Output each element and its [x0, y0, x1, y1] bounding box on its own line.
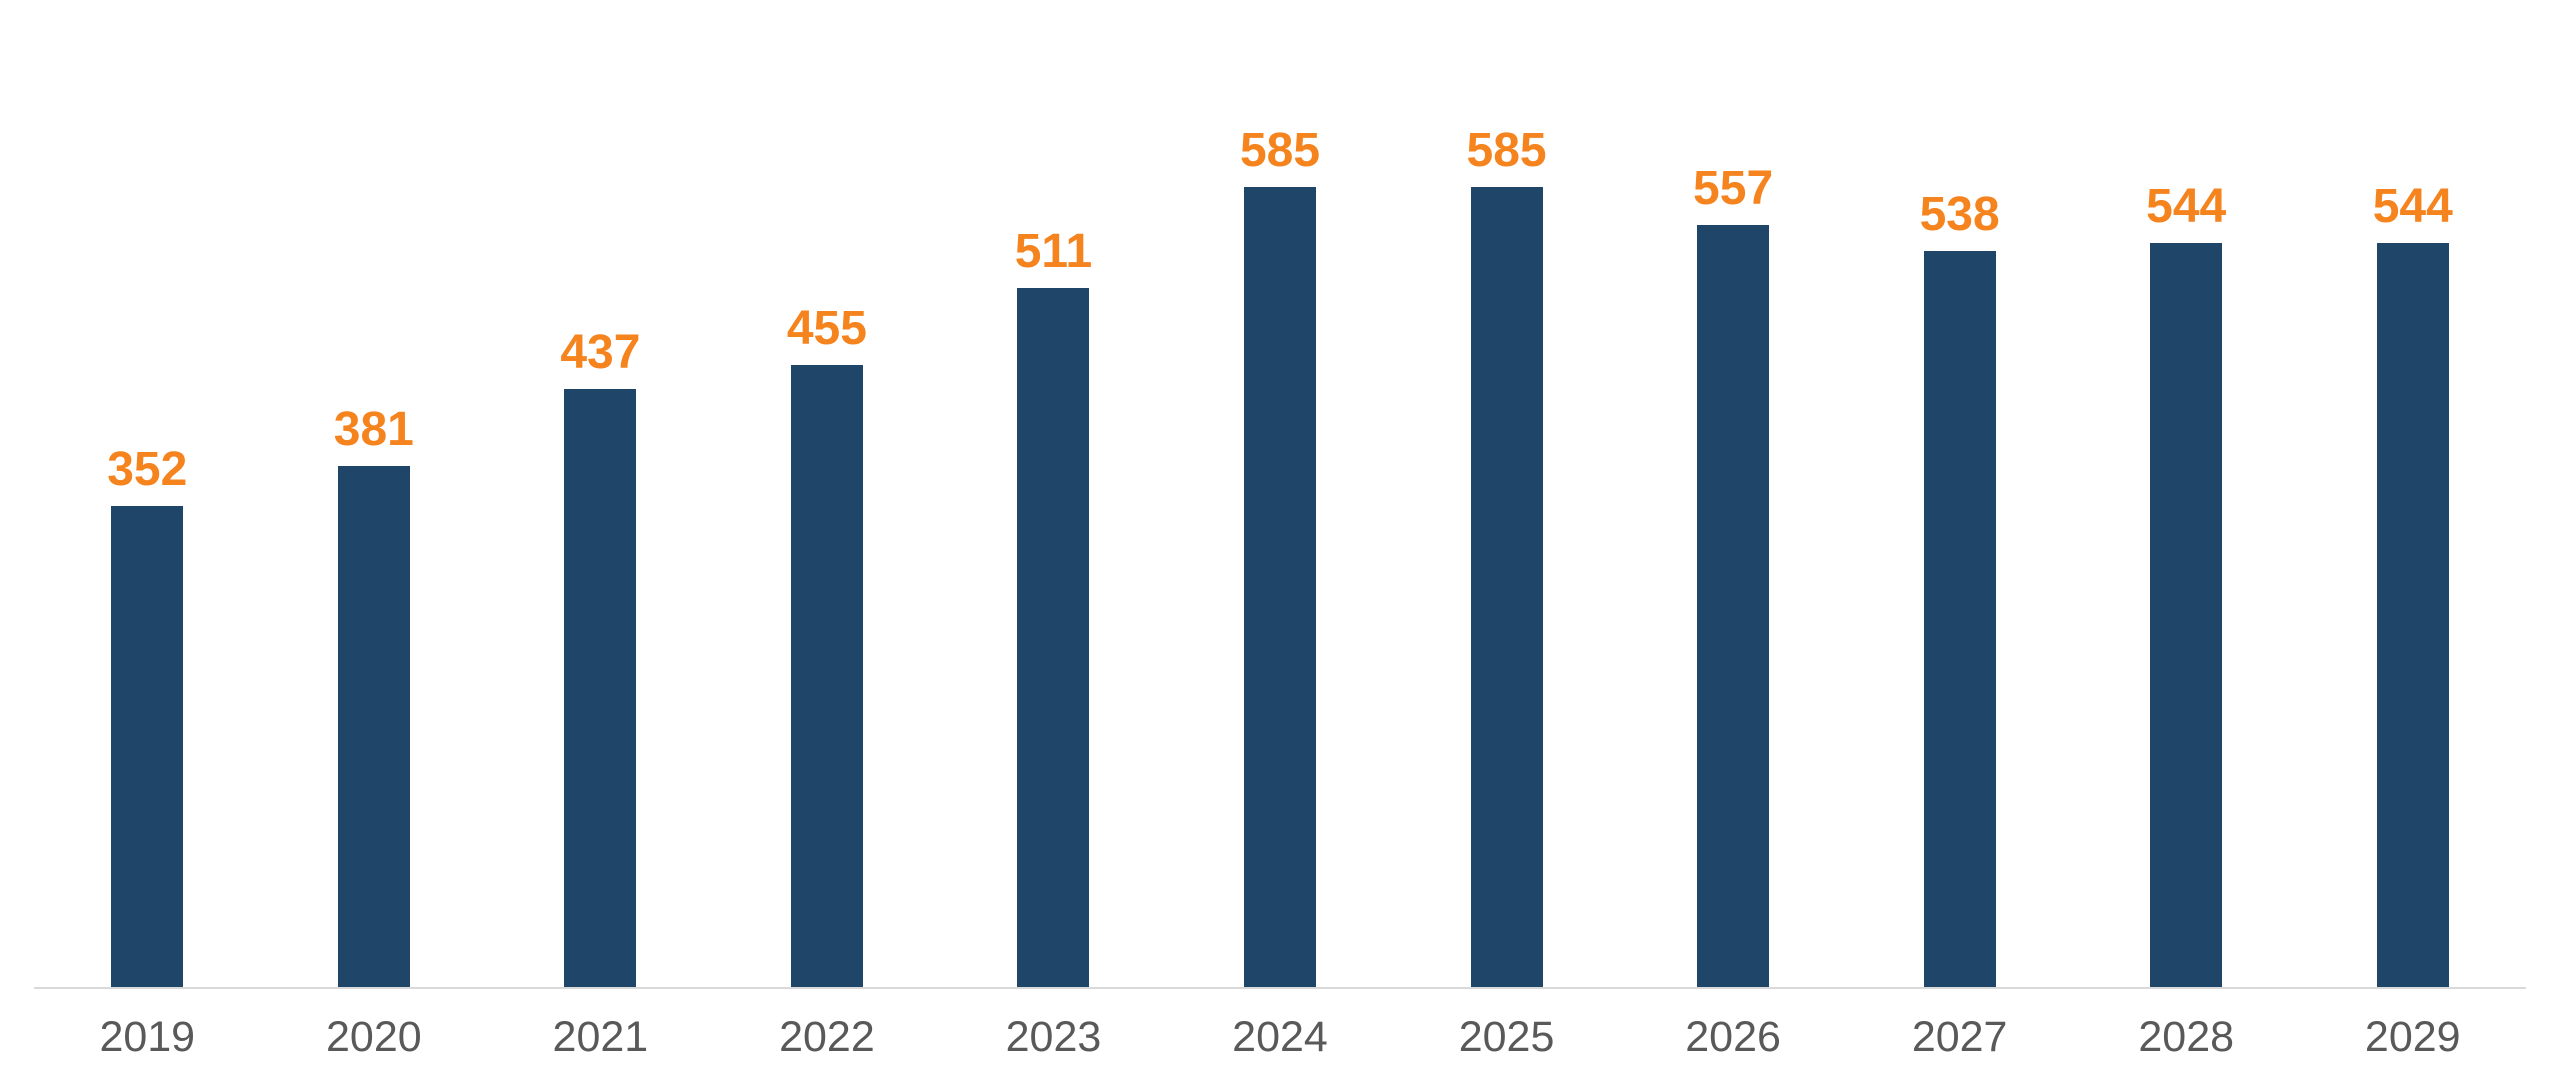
- bar: [2376, 243, 2449, 987]
- x-axis-tick-label: 2023: [1005, 1013, 1102, 1061]
- bar-column: 538: [1846, 107, 2073, 987]
- bar: [1923, 251, 1996, 987]
- bar: [1244, 187, 1316, 987]
- bar-value-label: 352: [107, 443, 188, 496]
- bar-column: 455: [714, 107, 941, 987]
- bar-value-label: 437: [560, 326, 641, 379]
- bar: [1470, 187, 1543, 987]
- bar-column: 557: [1620, 107, 1847, 987]
- bar-column: 381: [261, 107, 488, 987]
- bar-value-label: 538: [1919, 188, 2000, 241]
- x-axis-tick-label: 2022: [779, 1013, 875, 1061]
- bar-column: 585: [1167, 107, 1394, 987]
- bar-column: 437: [487, 107, 714, 987]
- bar-column: 544: [2299, 107, 2526, 987]
- bar: [337, 466, 410, 987]
- bar-value-label: 544: [2372, 180, 2453, 233]
- x-axis-tick-row: 2019 2020 2021 2022 2023 2024 2025 2026 2027 2028…: [34, 1016, 2526, 1059]
- bar-value-label: 544: [2146, 180, 2227, 233]
- bar: [564, 389, 637, 987]
- x-axis-tick-label: 2027: [1911, 1013, 2008, 1061]
- bar-value-label: 585: [1239, 124, 1321, 177]
- bar-column: 511: [940, 107, 1167, 987]
- bar-column: 352: [34, 107, 261, 987]
- bar: [2150, 243, 2223, 987]
- x-axis-tick-label: 2020: [325, 1013, 422, 1061]
- bar: [111, 506, 184, 987]
- bar-column: 544: [2073, 107, 2300, 987]
- x-axis-tick-label: 2024: [1232, 1013, 1328, 1061]
- bar: [1017, 288, 1090, 987]
- bar-value-label: 557: [1693, 162, 1774, 215]
- x-axis-tick-label: 2028: [2138, 1013, 2235, 1061]
- x-axis-baseline: [34, 987, 2526, 989]
- x-axis-tick-label: 2025: [1458, 1013, 1555, 1061]
- x-axis-tick-label: 2026: [1685, 1013, 1781, 1061]
- x-axis-tick-label: 2019: [99, 1013, 196, 1061]
- bar-value-label: 455: [786, 302, 867, 355]
- bar-value-label: 381: [333, 403, 414, 456]
- x-axis-tick-label: 2029: [2364, 1013, 2461, 1061]
- bar-value-label: 511: [1014, 225, 1093, 278]
- bar-value-label: 585: [1466, 124, 1547, 177]
- bar: [1697, 225, 1770, 987]
- bar-column: 585: [1393, 107, 1620, 987]
- bar: [790, 365, 863, 987]
- plot-area: 352 381 437 455 511 585 585 557 538 544 544: [34, 107, 2526, 987]
- x-axis-tick-label: 2021: [552, 1013, 649, 1061]
